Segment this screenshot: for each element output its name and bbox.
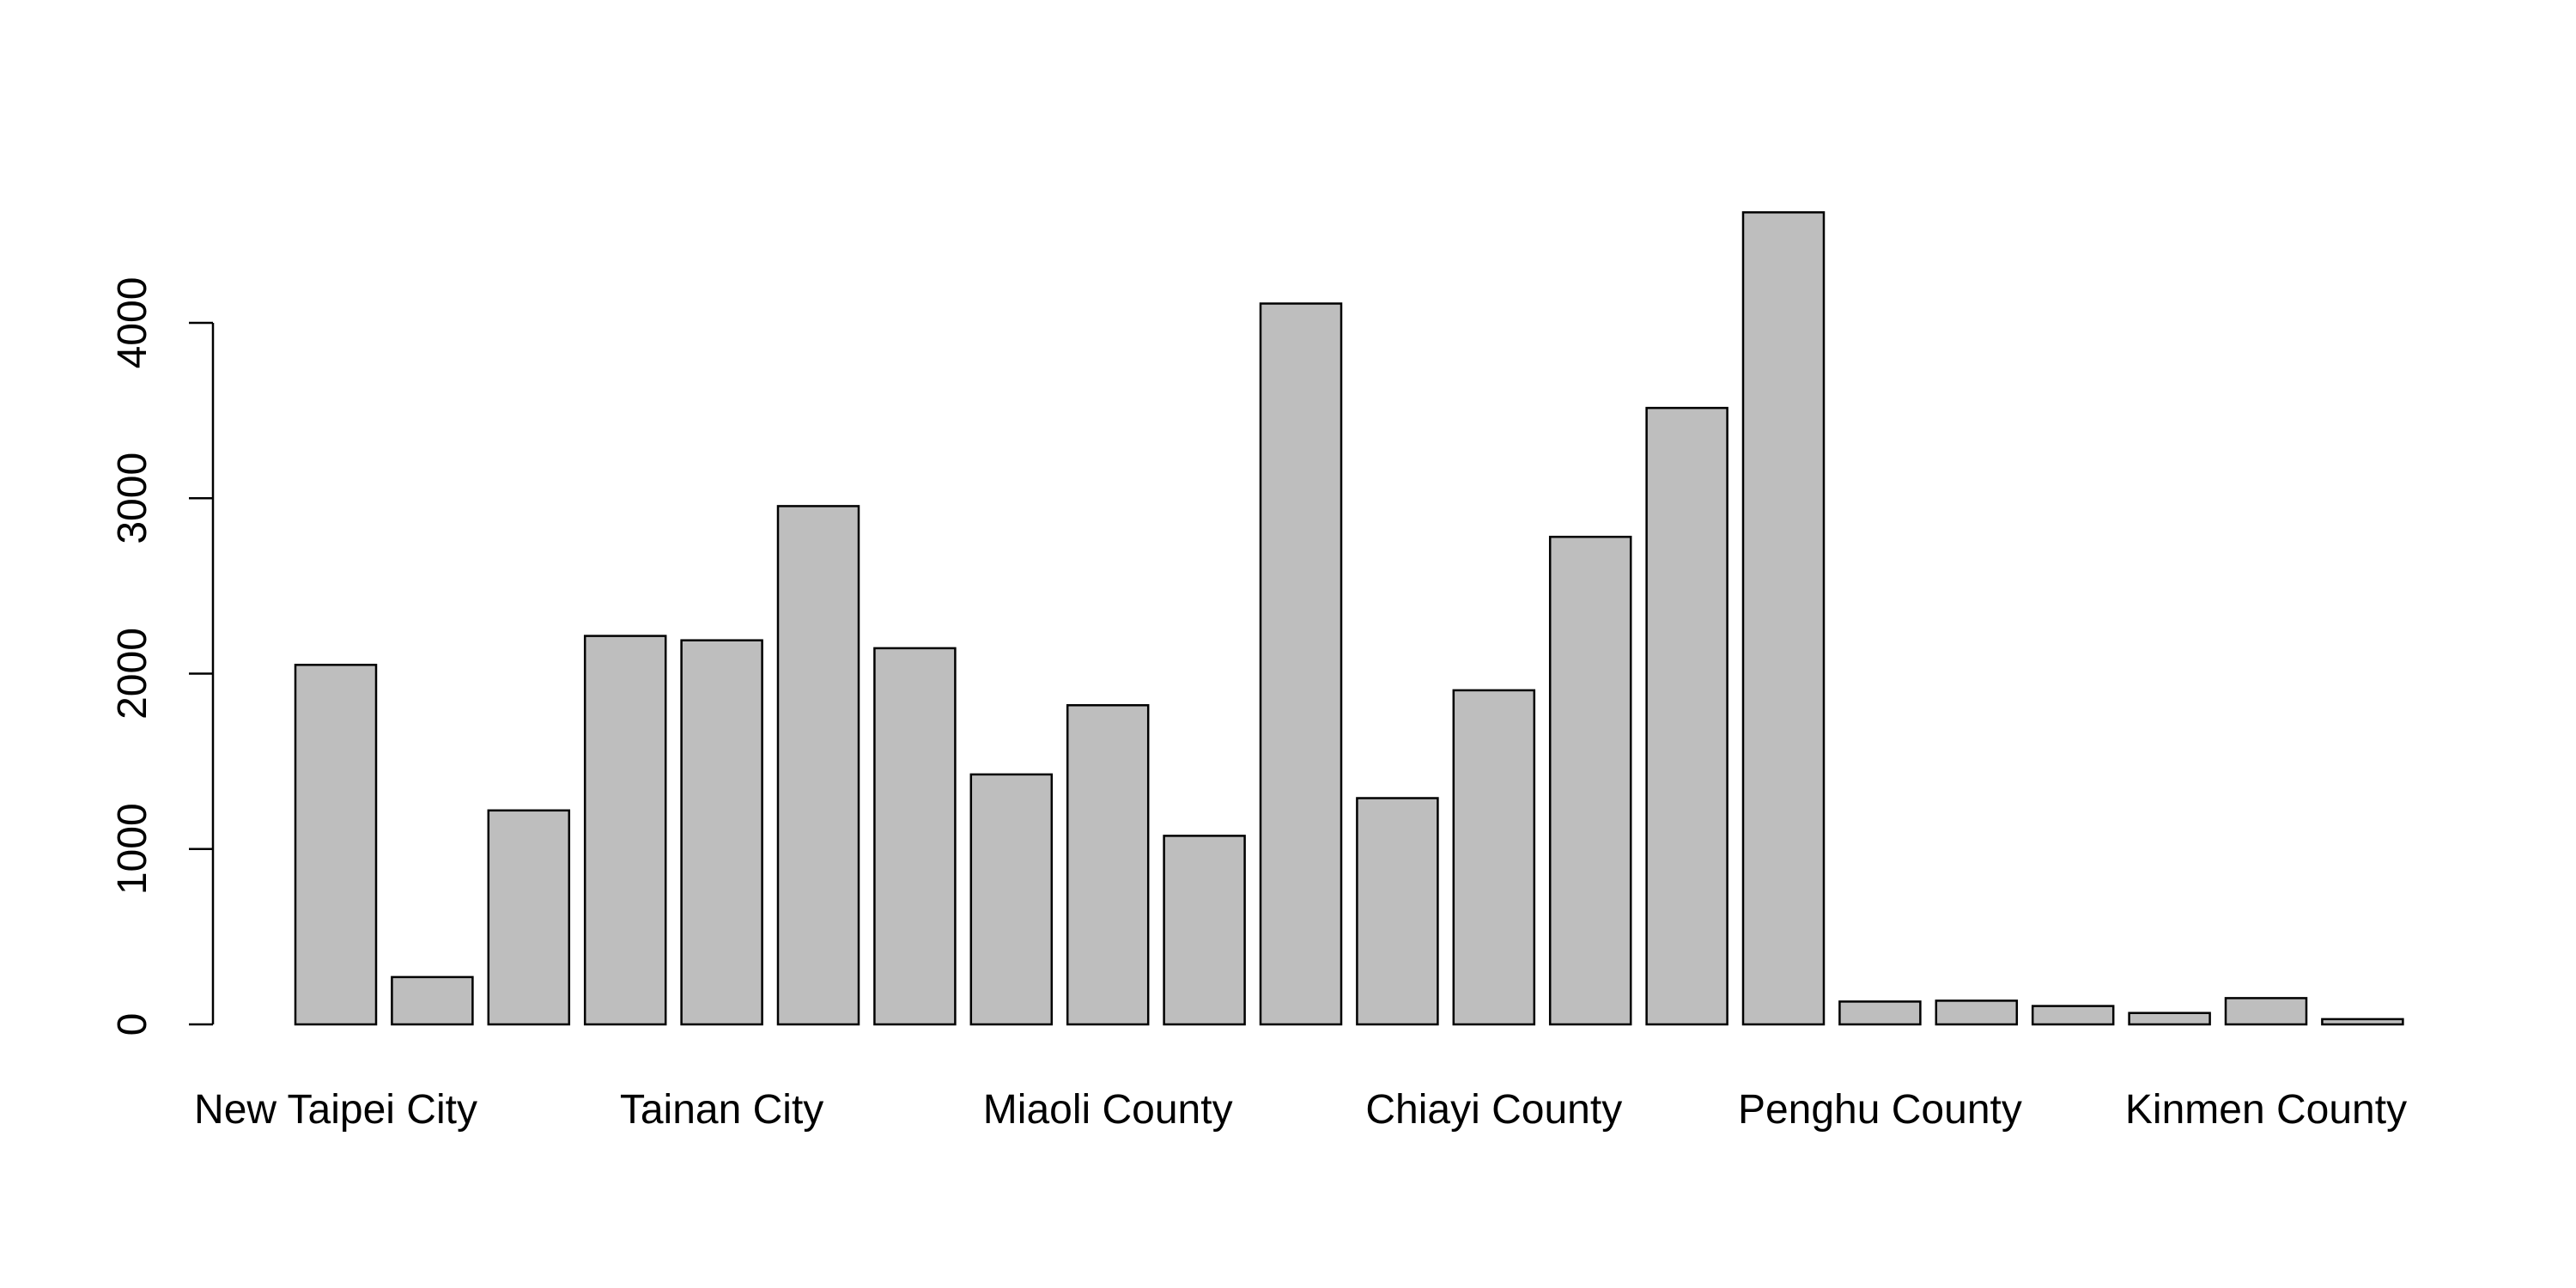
bar-13: [1548, 535, 1632, 1026]
bar-8: [1066, 704, 1150, 1026]
bar-3: [583, 635, 667, 1026]
y-tick-label-0: 0: [110, 1013, 155, 1036]
y-tick-label-2: 2000: [110, 628, 155, 720]
bar-21: [2321, 1018, 2404, 1026]
bar-14: [1645, 406, 1728, 1026]
bar-2: [487, 809, 571, 1026]
bar-17: [1935, 999, 2019, 1026]
x-tick-label-4: Penghu County: [1738, 1087, 2022, 1133]
bar-15: [1741, 211, 1826, 1026]
bar-16: [1838, 1000, 1922, 1026]
x-tick-label-3: Chiayi County: [1365, 1087, 1622, 1133]
bar-1: [391, 975, 474, 1026]
y-axis: 0 1000 2000 3000 4000: [110, 277, 215, 1036]
bar-9: [1163, 835, 1246, 1026]
x-tick-label-2: Miaoli County: [983, 1087, 1233, 1133]
x-tick-label-1: Tainan City: [620, 1087, 823, 1133]
bar-6: [873, 647, 957, 1026]
x-tick-label-5: Kinmen County: [2125, 1087, 2407, 1133]
y-tick-label-3: 3000: [110, 453, 155, 544]
bar-7: [969, 773, 1054, 1026]
x-axis-labels: New Taipei City Tainan City Miaoli County C…: [194, 1087, 2407, 1133]
bar-18: [2031, 1005, 2115, 1026]
y-tick-label-1: 1000: [110, 803, 155, 895]
bar-12: [1452, 689, 1536, 1026]
bar-5: [776, 505, 860, 1026]
bar-20: [2224, 997, 2308, 1026]
y-tick-label-4: 4000: [110, 277, 155, 369]
bar-11: [1356, 797, 1439, 1026]
bar-10: [1259, 302, 1343, 1026]
x-tick-label-0: New Taipei City: [194, 1087, 477, 1133]
bar-4: [680, 639, 763, 1026]
bars-group: [294, 211, 2404, 1026]
bar-19: [2128, 1012, 2211, 1026]
bar-0: [294, 664, 378, 1026]
